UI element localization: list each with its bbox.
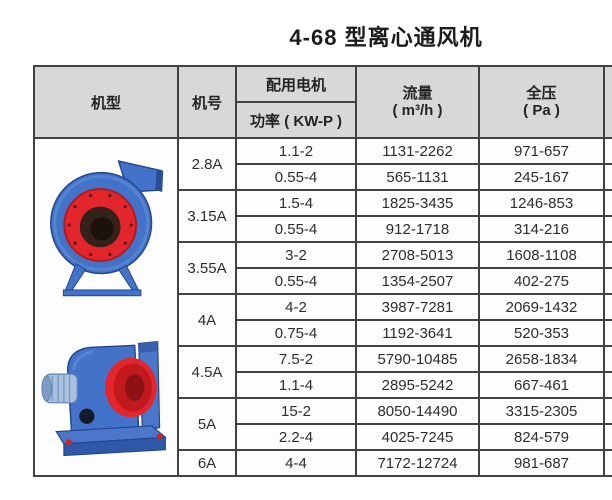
- pressure-cell: 2658-1834: [478, 345, 605, 373]
- cropped-cell: [603, 371, 612, 399]
- cropped-cell: [603, 215, 612, 243]
- pressure-cell: 971-657: [478, 137, 605, 165]
- cropped-cell: [603, 397, 612, 425]
- power-cell: 4-4: [235, 449, 357, 477]
- flow-header-line1: 流量: [402, 84, 433, 102]
- model-photos-cell: [33, 137, 179, 477]
- size-cell: 3.55A: [177, 241, 237, 295]
- power-cell: 3-2: [235, 241, 357, 269]
- pressure-cell: 824-579: [478, 423, 605, 451]
- power-cell: 4-2: [235, 293, 357, 321]
- flow-cell: 3987-7281: [355, 293, 480, 321]
- flow-cell: 8050-14490: [355, 397, 480, 425]
- flow-cell: 2708-5013: [355, 241, 480, 269]
- flow-cell: 7172-12724: [355, 449, 480, 477]
- cropped-cell: [603, 345, 612, 373]
- pressure-cell: 245-167: [478, 163, 605, 191]
- pressure-header-line1: 全压: [526, 84, 557, 102]
- column-header-model: 机型: [33, 65, 179, 139]
- pressure-cell: 402-275: [478, 267, 605, 295]
- column-header-cropped: [603, 65, 612, 139]
- power-cell: 0.75-4: [235, 319, 357, 347]
- page-title: 4-68 型离心通风机: [289, 25, 483, 50]
- cropped-cell: [603, 293, 612, 321]
- power-cell: 0.55-4: [235, 267, 357, 295]
- fan-spec-table: 机型 机号 配用电机 流量 ( m³/h ) 全压 ( Pa ) 功率 ( KW…: [33, 65, 612, 477]
- size-cell: 4A: [177, 293, 237, 347]
- cropped-cell: [603, 137, 612, 165]
- column-header-size: 机号: [177, 65, 237, 139]
- pressure-cell: 981-687: [478, 449, 605, 477]
- fan-photo-stack: [35, 142, 177, 472]
- cropped-cell: [603, 241, 612, 269]
- power-cell: 0.55-4: [235, 163, 357, 191]
- cropped-cell: [603, 449, 612, 477]
- cropped-cell: [603, 423, 612, 451]
- column-header-pressure: 全压 ( Pa ): [478, 65, 605, 139]
- pressure-cell: 1608-1108: [478, 241, 605, 269]
- pressure-cell: 3315-2305: [478, 397, 605, 425]
- centrifugal-fan-photo-top: [50, 160, 164, 297]
- motor-fins: [51, 375, 71, 402]
- column-header-flow: 流量 ( m³/h ): [355, 65, 480, 139]
- cropped-cell: [603, 267, 612, 295]
- flow-cell: 4025-7245: [355, 423, 480, 451]
- power-cell: 7.5-2: [235, 345, 357, 373]
- power-cell: 15-2: [235, 397, 357, 425]
- flow-cell: 5790-10485: [355, 345, 480, 373]
- column-header-motor: 配用电机: [235, 65, 357, 103]
- power-cell: 1.5-4: [235, 189, 357, 217]
- power-cell: 0.55-4: [235, 215, 357, 243]
- flow-header-line2: ( m³/h ): [392, 102, 443, 119]
- size-cell: 3.15A: [177, 189, 237, 243]
- pressure-cell: 314-216: [478, 215, 605, 243]
- power-cell: 1.1-4: [235, 371, 357, 399]
- flow-cell: 912-1718: [355, 215, 480, 243]
- bolt-dots: [67, 193, 133, 257]
- flow-cell: 2895-5242: [355, 371, 480, 399]
- pressure-header-line2: ( Pa ): [523, 102, 560, 119]
- pressure-cell: 1246-853: [478, 189, 605, 217]
- size-cell: 2.8A: [177, 137, 237, 191]
- size-cell: 4.5A: [177, 345, 237, 399]
- centrifugal-fan-photo-bottom: [41, 340, 167, 457]
- power-cell: 2.2-4: [235, 423, 357, 451]
- power-cell: 1.1-2: [235, 137, 357, 165]
- size-cell: 5A: [177, 397, 237, 451]
- pressure-cell: 520-353: [478, 319, 605, 347]
- pressure-cell: 667-461: [478, 371, 605, 399]
- flow-cell: 1192-3641: [355, 319, 480, 347]
- cropped-cell: [603, 319, 612, 347]
- flow-cell: 565-1131: [355, 163, 480, 191]
- size-cell: 6A: [177, 449, 237, 477]
- pressure-cell: 2069-1432: [478, 293, 605, 321]
- cropped-cell: [603, 163, 612, 191]
- flow-cell: 1825-3435: [355, 189, 480, 217]
- column-header-power: 功率 ( KW-P ): [235, 101, 357, 139]
- flow-cell: 1354-2507: [355, 267, 480, 295]
- flow-cell: 1131-2262: [355, 137, 480, 165]
- cropped-cell: [603, 189, 612, 217]
